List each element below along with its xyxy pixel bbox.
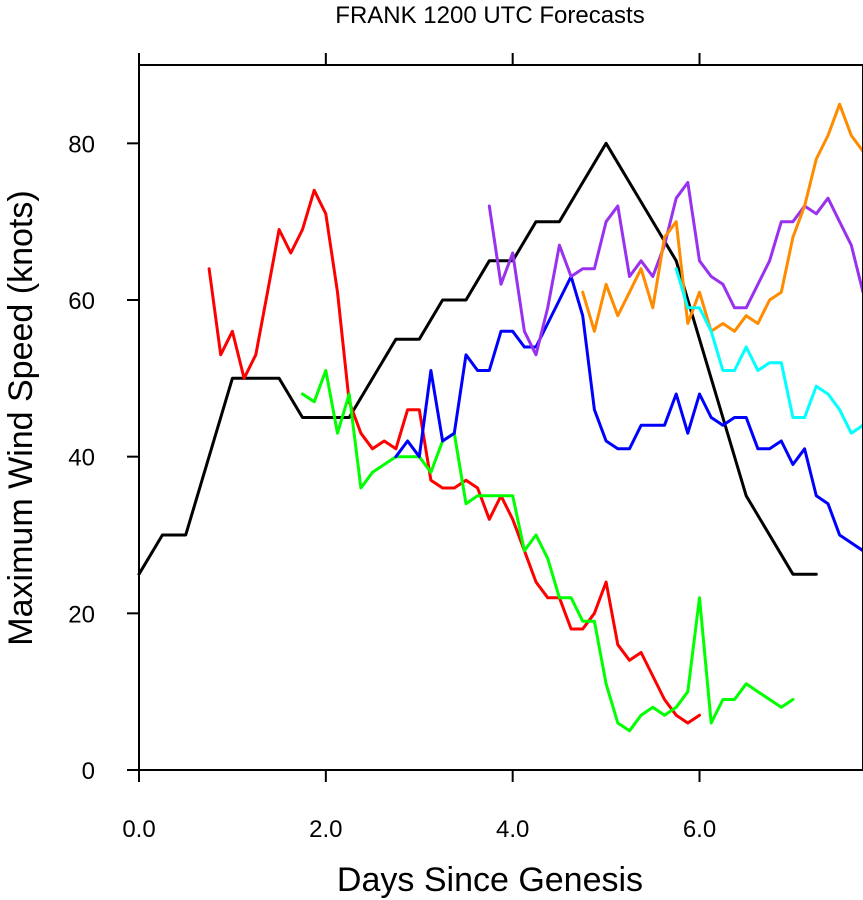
- series-layer: [137, 102, 863, 733]
- y-tick-label: 60: [68, 288, 95, 315]
- y-tick-label: 40: [68, 445, 95, 472]
- x-tick-label: 0.0: [122, 816, 155, 843]
- y-tick-label: 0: [82, 758, 95, 785]
- series-line-4: [394, 275, 863, 553]
- series-line-6: [581, 102, 863, 333]
- plot-frame: [138, 64, 863, 771]
- tick-layer: 0.0 2.0 4.0 6.0 0 20 40 60 80: [68, 53, 863, 843]
- series-line-3: [301, 369, 795, 733]
- y-tick-label: 80: [68, 131, 95, 158]
- chart-title: FRANK 1200 UTC Forecasts: [335, 2, 644, 29]
- series-line-2: [207, 188, 701, 725]
- x-tick-label: 4.0: [496, 816, 529, 843]
- series-line-5: [487, 181, 863, 357]
- x-tick-label: 6.0: [683, 816, 716, 843]
- series-line-1: [137, 141, 818, 576]
- x-tick-label: 2.0: [309, 816, 342, 843]
- y-tick-label: 20: [68, 601, 95, 628]
- series-line-7: [674, 267, 863, 435]
- x-axis-label: Days Since Genesis: [337, 861, 643, 899]
- y-axis-label: Maximum Wind Speed (knots): [2, 190, 40, 645]
